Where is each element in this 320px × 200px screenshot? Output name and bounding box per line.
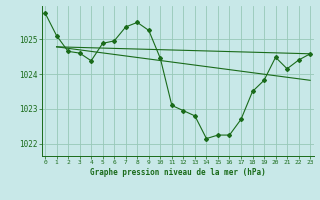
X-axis label: Graphe pression niveau de la mer (hPa): Graphe pression niveau de la mer (hPa) xyxy=(90,168,266,177)
